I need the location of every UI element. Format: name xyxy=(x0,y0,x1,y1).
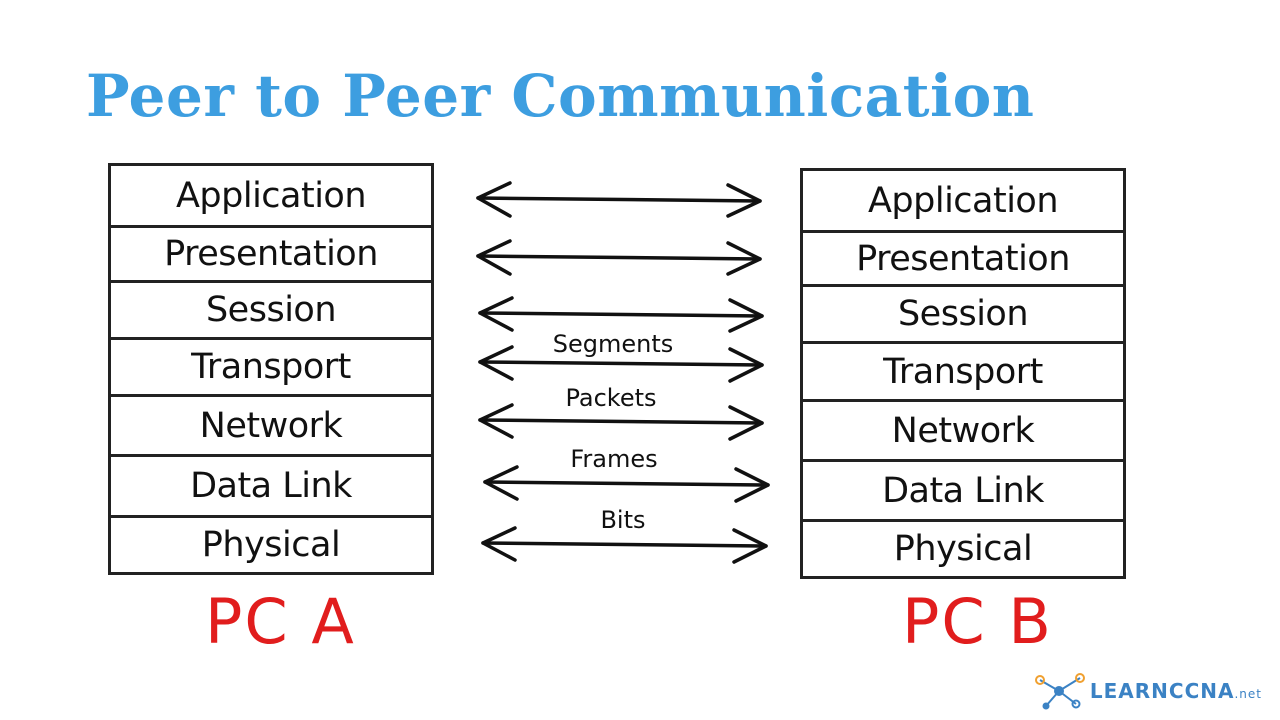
pc-b-label: PC B xyxy=(902,585,1053,658)
pc-b-layer-datalink: Data Link xyxy=(803,459,1123,519)
pc-b-osi-stack: Application Presentation Session Transpo… xyxy=(800,168,1126,579)
pc-b-layer-session: Session xyxy=(803,284,1123,341)
pc-a-layer-datalink: Data Link xyxy=(111,454,431,515)
pc-b-layer-presentation: Presentation xyxy=(803,230,1123,284)
pc-b-layer-application: Application xyxy=(803,168,1123,230)
logo-name: LEARNCCNA xyxy=(1089,679,1235,703)
pc-a-layer-application: Application xyxy=(111,163,431,225)
logo-suffix: .net xyxy=(1234,687,1262,701)
pdu-label-packets: Packets xyxy=(565,384,657,412)
pdu-label-frames: Frames xyxy=(570,445,658,473)
arrow-network xyxy=(478,403,764,441)
logo-text: LEARNCCNA.net xyxy=(1090,679,1262,703)
pc-a-label: PC A xyxy=(205,585,356,658)
pc-a-layer-transport: Transport xyxy=(111,337,431,394)
arrow-transport xyxy=(478,345,764,383)
pc-a-layer-physical: Physical xyxy=(111,515,431,575)
pc-b-layer-network: Network xyxy=(803,399,1123,459)
arrow-session xyxy=(478,296,764,333)
pdu-label-bits: Bits xyxy=(600,506,646,534)
pc-b-layer-physical: Physical xyxy=(803,519,1123,579)
pc-a-layer-presentation: Presentation xyxy=(111,225,431,280)
diagram-title: Peer to Peer Communication xyxy=(86,62,1035,130)
pc-a-osi-stack: Application Presentation Session Transpo… xyxy=(108,163,434,575)
network-nodes-icon xyxy=(1034,673,1085,710)
learnccna-logo: LEARNCCNA.net xyxy=(1032,670,1262,712)
arrow-application xyxy=(476,181,762,218)
arrow-presentation xyxy=(476,239,762,276)
arrow-physical xyxy=(481,526,768,564)
pdu-label-segments: Segments xyxy=(552,330,674,358)
pc-a-layer-network: Network xyxy=(111,394,431,454)
pc-a-layer-session: Session xyxy=(111,280,431,337)
pc-b-layer-transport: Transport xyxy=(803,341,1123,399)
arrow-datalink xyxy=(483,465,770,503)
